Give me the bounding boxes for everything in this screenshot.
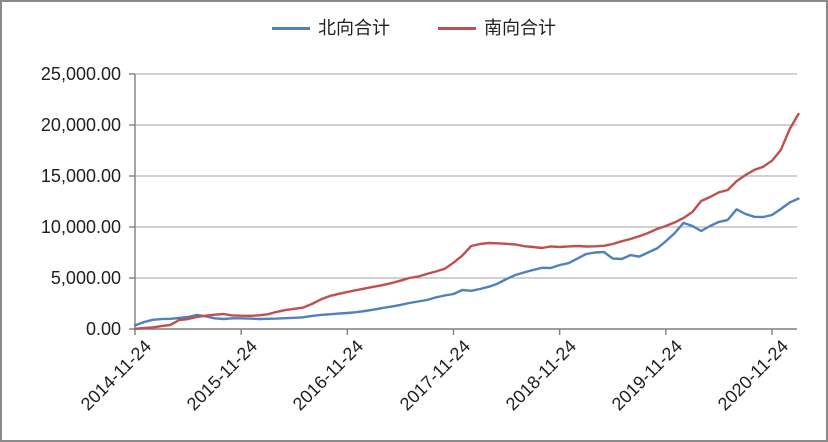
series-line-north [133,197,800,327]
series-line-south [133,112,800,330]
y-axis-label: 15,000.00 [40,166,121,186]
y-axis-label: 0.00 [85,319,121,339]
legend-swatch [438,26,476,30]
legend: 北向合计 南向合计 [2,17,826,39]
y-axis-label: 10,000.00 [40,217,121,237]
legend-label-north: 北向合计 [318,18,390,38]
y-axis-label: 5,000.00 [50,268,121,288]
y-axis-label: 25,000.00 [40,64,121,84]
legend-item-north: 北向合计 [272,17,390,39]
legend-label-south: 南向合计 [484,18,556,38]
y-axis-label: 20,000.00 [40,115,121,135]
legend-swatch [272,26,310,30]
legend-item-south: 南向合计 [438,17,556,39]
